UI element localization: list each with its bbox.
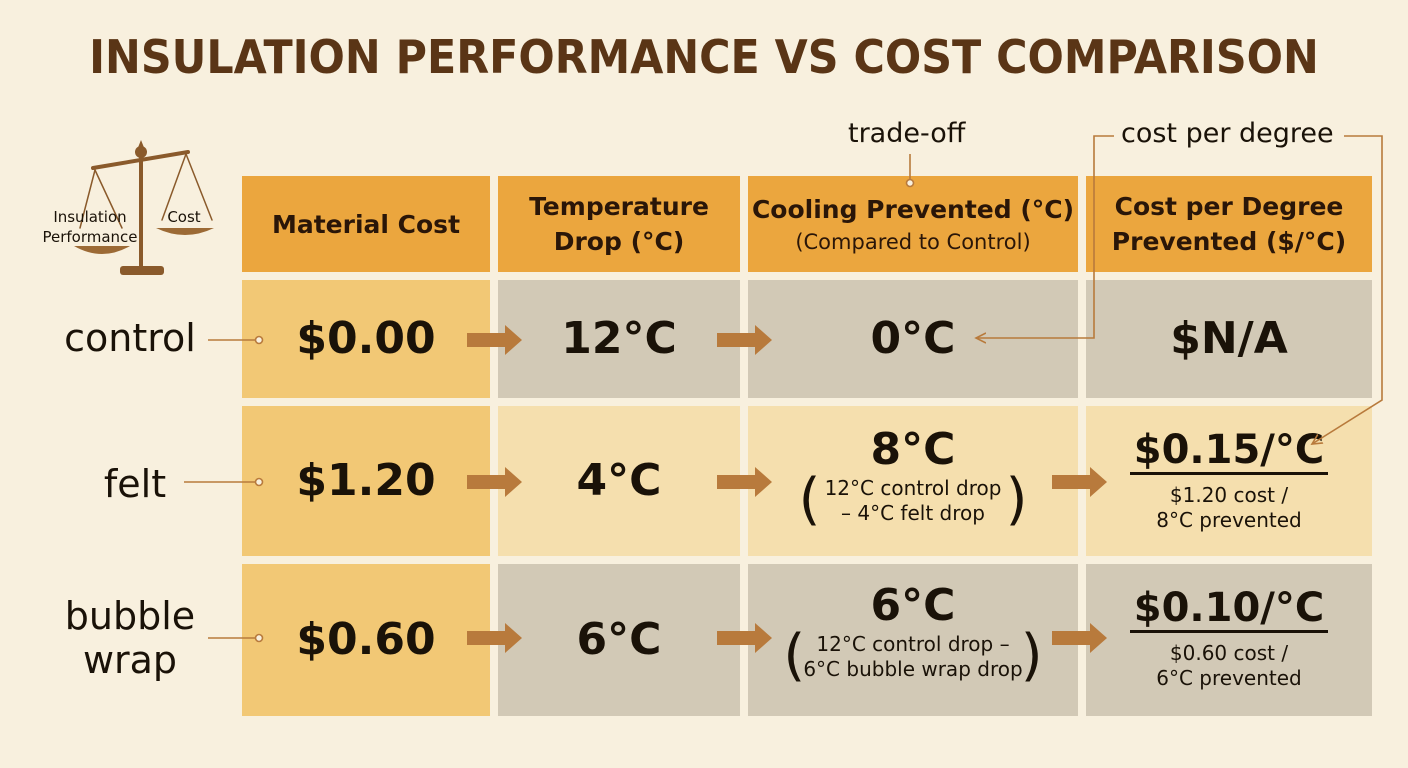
callout-arrow-to-control-prevented (976, 135, 1114, 338)
header-cost-per-degree-line-1: Cost per Degree (1114, 192, 1344, 221)
cost-per-degree-annotation: cost per degree (1121, 118, 1334, 149)
control-drop-value: 12°C (561, 313, 677, 364)
cell-felt-cost: $1.20 (242, 406, 490, 556)
cell-control-cost-per-degree: $N/A (1086, 280, 1372, 398)
felt-drop-value: 4°C (576, 455, 662, 506)
control-cost-value: $0.00 (296, 313, 436, 364)
row-label-bubble-wrap-line-2: wrap (82, 638, 178, 682)
cell-control-cost: $0.00 (242, 280, 490, 398)
bubble-wrap-drop-value: 6°C (576, 614, 662, 665)
header-cooling-prevented-line-2: (Compared to Control) (795, 229, 1031, 254)
scale-left-label-1: Insulation (53, 208, 127, 226)
bubble-wrap-cost-value: $0.60 (296, 614, 436, 665)
header-cooling-prevented: Cooling Prevented (°C) (Compared to Cont… (748, 176, 1078, 272)
felt-cpd-note-line-2: 8°C prevented (1156, 508, 1302, 532)
cell-bubble-wrap-cost-per-degree: $0.10/°C $0.60 cost / 6°C prevented (1086, 564, 1372, 716)
row-label-control: control (64, 316, 196, 360)
scale-right-label: Cost (167, 208, 201, 226)
flow-arrows (467, 325, 1107, 653)
bubble-wrap-prevented-note-line-1: 12°C control drop – (816, 632, 1010, 656)
cell-felt-cost-per-degree: $0.15/°C $1.20 cost / 8°C prevented (1086, 406, 1372, 556)
arrow-bubble-wrap-1 (467, 623, 522, 653)
control-prevented-value: 0°C (870, 313, 956, 364)
cell-felt-prevented: 8°C 12°C control drop – 4°C felt drop (748, 406, 1078, 556)
header-cost-per-degree-line-2: Prevented ($/°C) (1111, 227, 1347, 256)
felt-cost-value: $1.20 (296, 455, 436, 506)
bubble-wrap-prevented-note: 12°C control drop – 6°C bubble wrap drop (783, 626, 1043, 686)
balance-scale-icon (74, 140, 214, 275)
felt-prevented-note-line-2: – 4°C felt drop (841, 501, 985, 525)
header-temperature-drop-line-1: Temperature (529, 192, 709, 221)
trade-off-annotation: trade-off (848, 118, 966, 149)
header-material-cost: Material Cost (242, 176, 490, 272)
header-cooling-prevented-line-1: Cooling Prevented (°C) (751, 194, 1075, 224)
control-cost-per-degree-value: $N/A (1170, 313, 1288, 364)
felt-prevented-value: 8°C (870, 424, 956, 475)
arrow-felt-2 (717, 467, 772, 497)
arrow-control-2 (717, 325, 772, 355)
felt-cpd-note-line-1: $1.20 cost / (1169, 483, 1289, 507)
callout-arrow-to-felt-cost-per-degree (1312, 135, 1383, 444)
header-temperature-drop-line-2: Drop (°C) (553, 227, 685, 256)
bubble-wrap-cost-per-degree-value: $0.10/°C (1129, 586, 1329, 633)
header-temperature-drop: Temperature Drop (°C) (498, 176, 740, 272)
bubble-wrap-cpd-note-line-1: $0.60 cost / (1169, 641, 1289, 665)
cell-bubble-wrap-prevented: 6°C 12°C control drop – 6°C bubble wrap … (748, 564, 1078, 716)
cell-bubble-wrap-drop: 6°C (498, 564, 740, 716)
bubble-wrap-prevented-value: 6°C (870, 580, 956, 631)
arrow-felt-3 (1052, 467, 1107, 497)
cell-control-prevented: 0°C (748, 280, 1078, 398)
cell-felt-drop: 4°C (498, 406, 740, 556)
row-label-bubble-wrap: bubble wrap (40, 594, 220, 682)
felt-prevented-note-line-1: 12°C control drop (824, 476, 1002, 500)
arrow-bubble-wrap-2 (717, 623, 772, 653)
row-label-bubble-wrap-line-1: bubble (64, 594, 196, 638)
bubble-wrap-prevented-note-line-2: 6°C bubble wrap drop (803, 657, 1023, 681)
arrow-control-1 (467, 325, 522, 355)
row-label-felt: felt (103, 462, 167, 506)
arrow-bubble-wrap-3 (1052, 623, 1107, 653)
header-cost-per-degree: Cost per Degree Prevented ($/°C) (1086, 176, 1372, 272)
arrow-felt-1 (467, 467, 522, 497)
cell-control-drop: 12°C (498, 280, 740, 398)
felt-cost-per-degree-value: $0.15/°C (1129, 428, 1329, 475)
scale-left-label-2: Performance (42, 228, 138, 246)
header-material-cost-label: Material Cost (271, 209, 461, 239)
bubble-wrap-cpd-note-line-2: 6°C prevented (1156, 666, 1302, 690)
cell-bubble-wrap-cost: $0.60 (242, 564, 490, 716)
page-title: INSULATION PERFORMANCE VS COST COMPARISO… (89, 30, 1319, 84)
felt-prevented-note: 12°C control drop – 4°C felt drop (799, 470, 1028, 530)
